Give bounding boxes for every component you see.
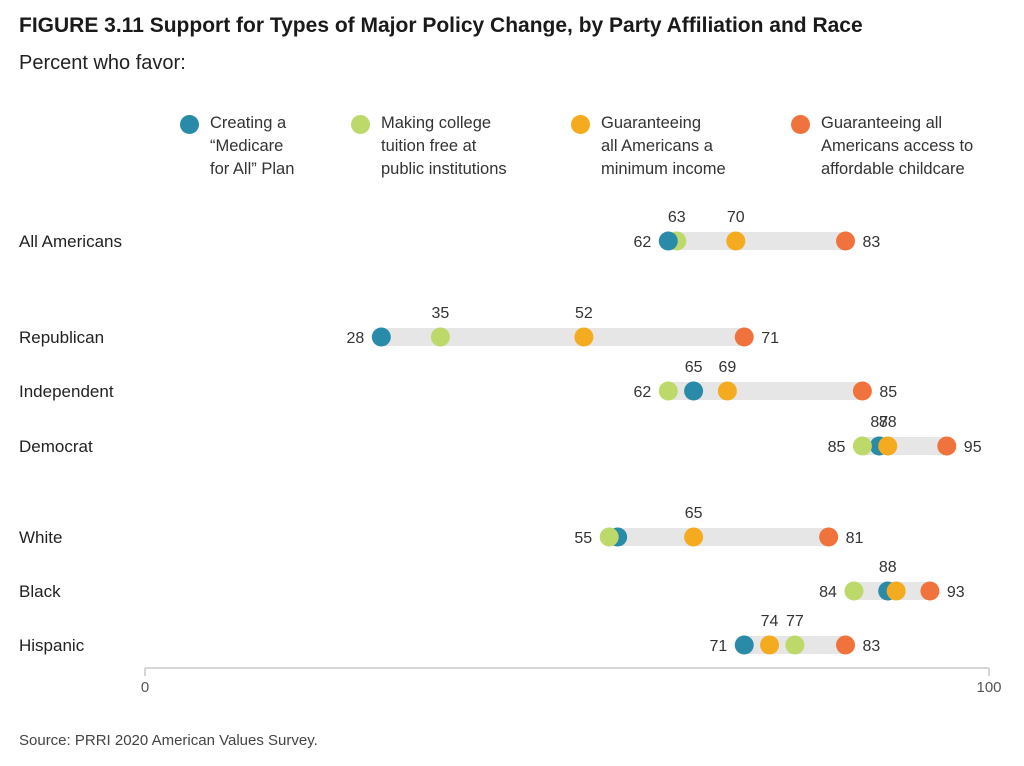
legend-label-college: Making college tuition free at public in… — [381, 114, 507, 178]
dot-hispanic-medicare — [734, 635, 754, 655]
chart-title: FIGURE 3.11 Support for Types of Major P… — [19, 14, 863, 37]
value-label-right-white: 81 — [846, 530, 864, 547]
value-label-above-republican-0: 35 — [432, 305, 450, 322]
dot-democrat-college — [852, 436, 872, 456]
dot-independent-childcare — [852, 381, 872, 401]
range-bar-white — [609, 528, 829, 546]
value-label-right-hispanic: 83 — [863, 638, 881, 655]
value-label-right-republican: 71 — [761, 330, 779, 347]
row-label-white: White — [19, 528, 62, 547]
value-label-above-republican-1: 52 — [575, 305, 593, 322]
dot-hispanic-childcare — [836, 635, 856, 655]
value-label-left-democrat: 85 — [828, 439, 846, 456]
value-label-above-independent-1: 69 — [718, 359, 736, 376]
dot-white-college — [599, 527, 619, 547]
value-label-right-independent: 85 — [879, 384, 897, 401]
value-label-above-white-0: 65 — [685, 505, 703, 522]
range-bar-republican — [381, 328, 745, 346]
value-label-left-hispanic: 71 — [709, 638, 727, 655]
dot-independent-medicare — [684, 381, 704, 401]
dot-independent-college — [658, 381, 678, 401]
legend-label-childcare: Guaranteeing all Americans access to aff… — [821, 114, 974, 178]
range-bar-all-americans — [668, 232, 846, 250]
dot-hispanic-college — [785, 635, 805, 655]
row-label-black: Black — [19, 582, 61, 601]
dot-black-childcare — [920, 581, 940, 601]
value-label-above-black-0: 88 — [879, 559, 897, 576]
value-label-right-all-americans: 83 — [863, 234, 881, 251]
dot-republican-income — [574, 327, 594, 347]
legend-label-medicare: Creating a “Medicare for All” Plan — [210, 114, 295, 178]
dot-republican-medicare — [371, 327, 391, 347]
legend-item-childcare: Guaranteeing all Americans access to aff… — [791, 112, 974, 181]
value-label-left-independent: 62 — [633, 384, 651, 401]
value-label-above-all-americans-1: 70 — [727, 209, 745, 226]
x-tick-label-100: 100 — [976, 679, 1001, 696]
value-label-above-hispanic-1: 77 — [786, 613, 804, 630]
row-label-democrat: Democrat — [19, 437, 93, 456]
dot-republican-childcare — [734, 327, 754, 347]
value-label-left-republican: 28 — [347, 330, 365, 347]
value-label-above-democrat-1: 88 — [879, 414, 897, 431]
value-label-above-independent-0: 65 — [685, 359, 703, 376]
legend-item-medicare: Creating a “Medicare for All” Plan — [180, 112, 295, 181]
dot-white-childcare — [819, 527, 839, 547]
dot-all-americans-childcare — [836, 231, 856, 251]
value-label-left-all-americans: 62 — [633, 234, 651, 251]
row-label-hispanic: Hispanic — [19, 636, 85, 655]
dot-hispanic-income — [760, 635, 780, 655]
range-bar-independent — [668, 382, 863, 400]
value-label-left-black: 84 — [819, 584, 837, 601]
value-label-right-black: 93 — [947, 584, 965, 601]
value-label-above-democrat-0: 87 — [870, 414, 888, 431]
dot-independent-income — [717, 381, 737, 401]
row-label-republican: Republican — [19, 328, 104, 347]
dot-all-americans-income — [726, 231, 746, 251]
dot-republican-college — [430, 327, 450, 347]
legend-label-income: Guaranteeing all Americans a minimum inc… — [601, 114, 726, 178]
value-label-above-all-americans-0: 63 — [668, 209, 686, 226]
value-label-left-white: 55 — [574, 530, 592, 547]
legend-swatch-childcare — [791, 115, 810, 134]
dot-democrat-childcare — [937, 436, 957, 456]
row-label-independent: Independent — [19, 382, 114, 401]
legend-item-college: Making college tuition free at public in… — [351, 112, 507, 181]
dot-plot: 0 100 All Americans Republican Independent De… — [19, 209, 1002, 696]
dot-white-income — [684, 527, 704, 547]
chart-source: Source: PRRI 2020 American Values Survey… — [19, 732, 318, 749]
dot-all-americans-medicare — [658, 231, 678, 251]
legend-swatch-income — [571, 115, 590, 134]
value-label-above-hispanic-0: 74 — [761, 613, 779, 630]
dot-black-income — [886, 581, 906, 601]
legend-swatch-college — [351, 115, 370, 134]
dot-democrat-income — [878, 436, 898, 456]
dot-black-college — [844, 581, 864, 601]
legend-swatch-medicare — [180, 115, 199, 134]
row-label-all-americans: All Americans — [19, 232, 122, 251]
value-label-right-democrat: 95 — [964, 439, 982, 456]
chart-subtitle: Percent who favor: — [19, 52, 186, 74]
legend-item-income: Guaranteeing all Americans a minimum inc… — [571, 112, 726, 181]
x-tick-label-0: 0 — [141, 679, 149, 696]
